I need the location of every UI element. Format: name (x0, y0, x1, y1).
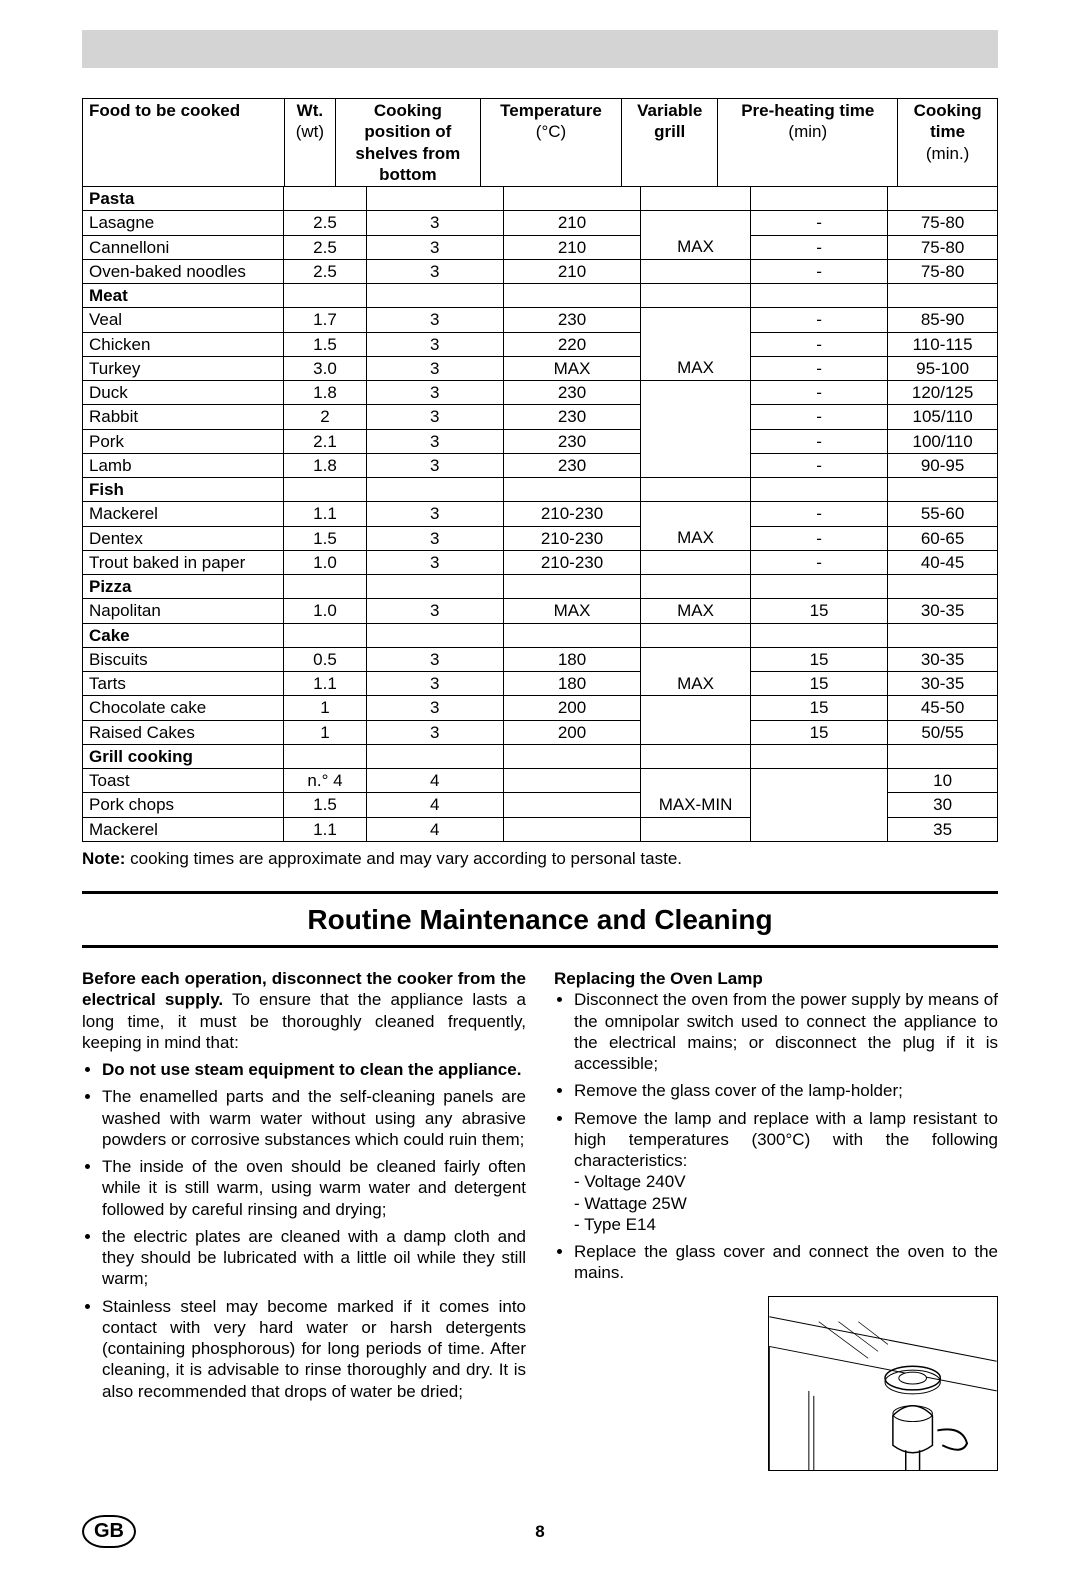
cooking-note: Note: cooking times are approximate and … (82, 848, 998, 869)
maintenance-heading: Routine Maintenance and Cleaning (82, 891, 998, 948)
cooking-table: Food to be cooked Wt.(wt) Cookingpositio… (82, 98, 998, 187)
bullet: Stainless steel may become marked if it … (102, 1296, 526, 1402)
bullet: Replace the glass cover and connect the … (574, 1241, 998, 1284)
header-row-1: Food to be cooked Wt.(wt) Cookingpositio… (83, 99, 998, 187)
lamp-heading: Replacing the Oven Lamp (554, 969, 763, 988)
bullet: Remove the lamp and replace with a lamp … (574, 1108, 998, 1236)
bullet: The enamelled parts and the self-cleanin… (102, 1086, 526, 1150)
right-column: Replacing the Oven Lamp Disconnect the o… (554, 968, 998, 1471)
bullet: Do not use steam equipment to clean the … (102, 1059, 526, 1080)
page-footer: GB 8 (82, 1521, 998, 1542)
page-number: 8 (535, 1521, 544, 1542)
lamp-diagram (768, 1296, 998, 1471)
top-banner (82, 30, 998, 68)
bullet: Remove the glass cover of the lamp-holde… (574, 1080, 998, 1101)
cooking-data-table: PastaLasagne2.53210-75-80Cannelloni2.532… (82, 186, 998, 842)
left-column: Before each operation, disconnect the co… (82, 968, 526, 1471)
gb-badge: GB (82, 1515, 136, 1548)
bullet: Disconnect the oven from the power suppl… (574, 989, 998, 1074)
content-columns: Before each operation, disconnect the co… (82, 968, 998, 1471)
bullet: the electric plates are cleaned with a d… (102, 1226, 526, 1290)
bullet: The inside of the oven should be cleaned… (102, 1156, 526, 1220)
